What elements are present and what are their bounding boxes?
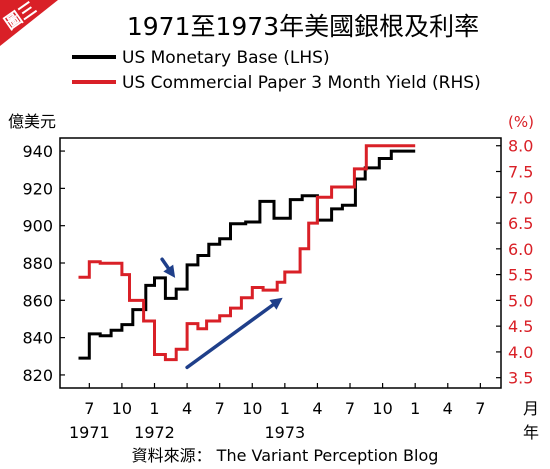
- x-tick-label: 7: [345, 399, 355, 418]
- source-note: 資料來源： The Variant Perception Blog: [132, 446, 439, 465]
- left-tick-label: 840: [22, 329, 53, 348]
- arrow-shaft: [160, 257, 171, 270]
- right-tick-label: 3.5: [508, 369, 533, 388]
- left-axis-ticks: 820 840 860 880 900 920 940: [22, 142, 65, 385]
- arrow-head: [163, 264, 176, 278]
- x-tick-label: 10: [372, 399, 392, 418]
- legend-label-1: US Monetary Base (LHS): [122, 48, 330, 68]
- chart-title: 1971至1973年美國銀根及利率: [127, 12, 479, 41]
- x-tick-label: 10: [242, 399, 262, 418]
- chart-badge: 圖三: [0, 0, 58, 46]
- plot-frame: [59, 137, 502, 389]
- x-tick-label: 7: [475, 399, 485, 418]
- x-tick-label: 4: [312, 399, 322, 418]
- right-axis-label: (%): [508, 113, 534, 131]
- left-tick-label: 920: [22, 179, 53, 198]
- legend-label-2: US Commercial Paper 3 Month Yield (RHS): [122, 73, 481, 93]
- right-tick-label: 4.5: [508, 317, 533, 336]
- x-tick-label: 1: [410, 399, 420, 418]
- badge-shape: [0, 0, 58, 46]
- x-tick-label: 7: [215, 399, 225, 418]
- right-tick-label: 6.5: [508, 214, 533, 233]
- x-tick-label: 10: [112, 399, 132, 418]
- right-tick-label: 5.0: [508, 291, 533, 310]
- annotation-arrow-2: [185, 297, 283, 370]
- x-axis-ticks: 7 10 1 4 7 10 1 4 7 10 1 4 7 1971 1972 1973: [69, 383, 485, 442]
- right-tick-label: 7.0: [508, 188, 533, 207]
- x-tick-label: 4: [443, 399, 453, 418]
- x-tick-label: 7: [84, 399, 94, 418]
- x-unit-year: 年: [523, 423, 539, 442]
- right-axis-ticks: 3.5 4.0 4.5 5.0 5.5 6.0 6.5 7.0 7.5 8.0: [496, 137, 533, 388]
- left-tick-label: 880: [22, 254, 53, 273]
- series-line-2: [78, 144, 416, 362]
- left-tick-label: 940: [22, 142, 53, 161]
- left-tick-label: 820: [22, 366, 53, 385]
- x-tick-label: 1: [280, 399, 290, 418]
- x-year-label: 1971: [69, 423, 110, 442]
- right-tick-label: 8.0: [508, 137, 533, 156]
- x-year-label: 1972: [134, 423, 175, 442]
- annotation-arrow-1: [160, 257, 176, 278]
- arrow-layer: [160, 257, 283, 370]
- right-tick-label: 5.5: [508, 266, 533, 285]
- series-line-1: [78, 149, 416, 360]
- x-tick-label: 4: [182, 399, 192, 418]
- left-tick-label: 860: [22, 291, 53, 310]
- x-year-label: 1973: [264, 423, 305, 442]
- right-tick-label: 4.0: [508, 343, 533, 362]
- x-tick-label: 1: [149, 399, 159, 418]
- arrow-shaft: [185, 303, 275, 370]
- series-layer: [78, 144, 416, 362]
- legend: US Monetary Base (LHS) US Commercial Pape…: [72, 48, 481, 93]
- arrow-head: [269, 297, 283, 310]
- x-unit-month: 月: [523, 399, 539, 418]
- right-tick-label: 7.5: [508, 163, 533, 182]
- left-axis-label: 億美元: [8, 112, 56, 131]
- left-tick-label: 900: [22, 217, 53, 236]
- right-tick-label: 6.0: [508, 240, 533, 259]
